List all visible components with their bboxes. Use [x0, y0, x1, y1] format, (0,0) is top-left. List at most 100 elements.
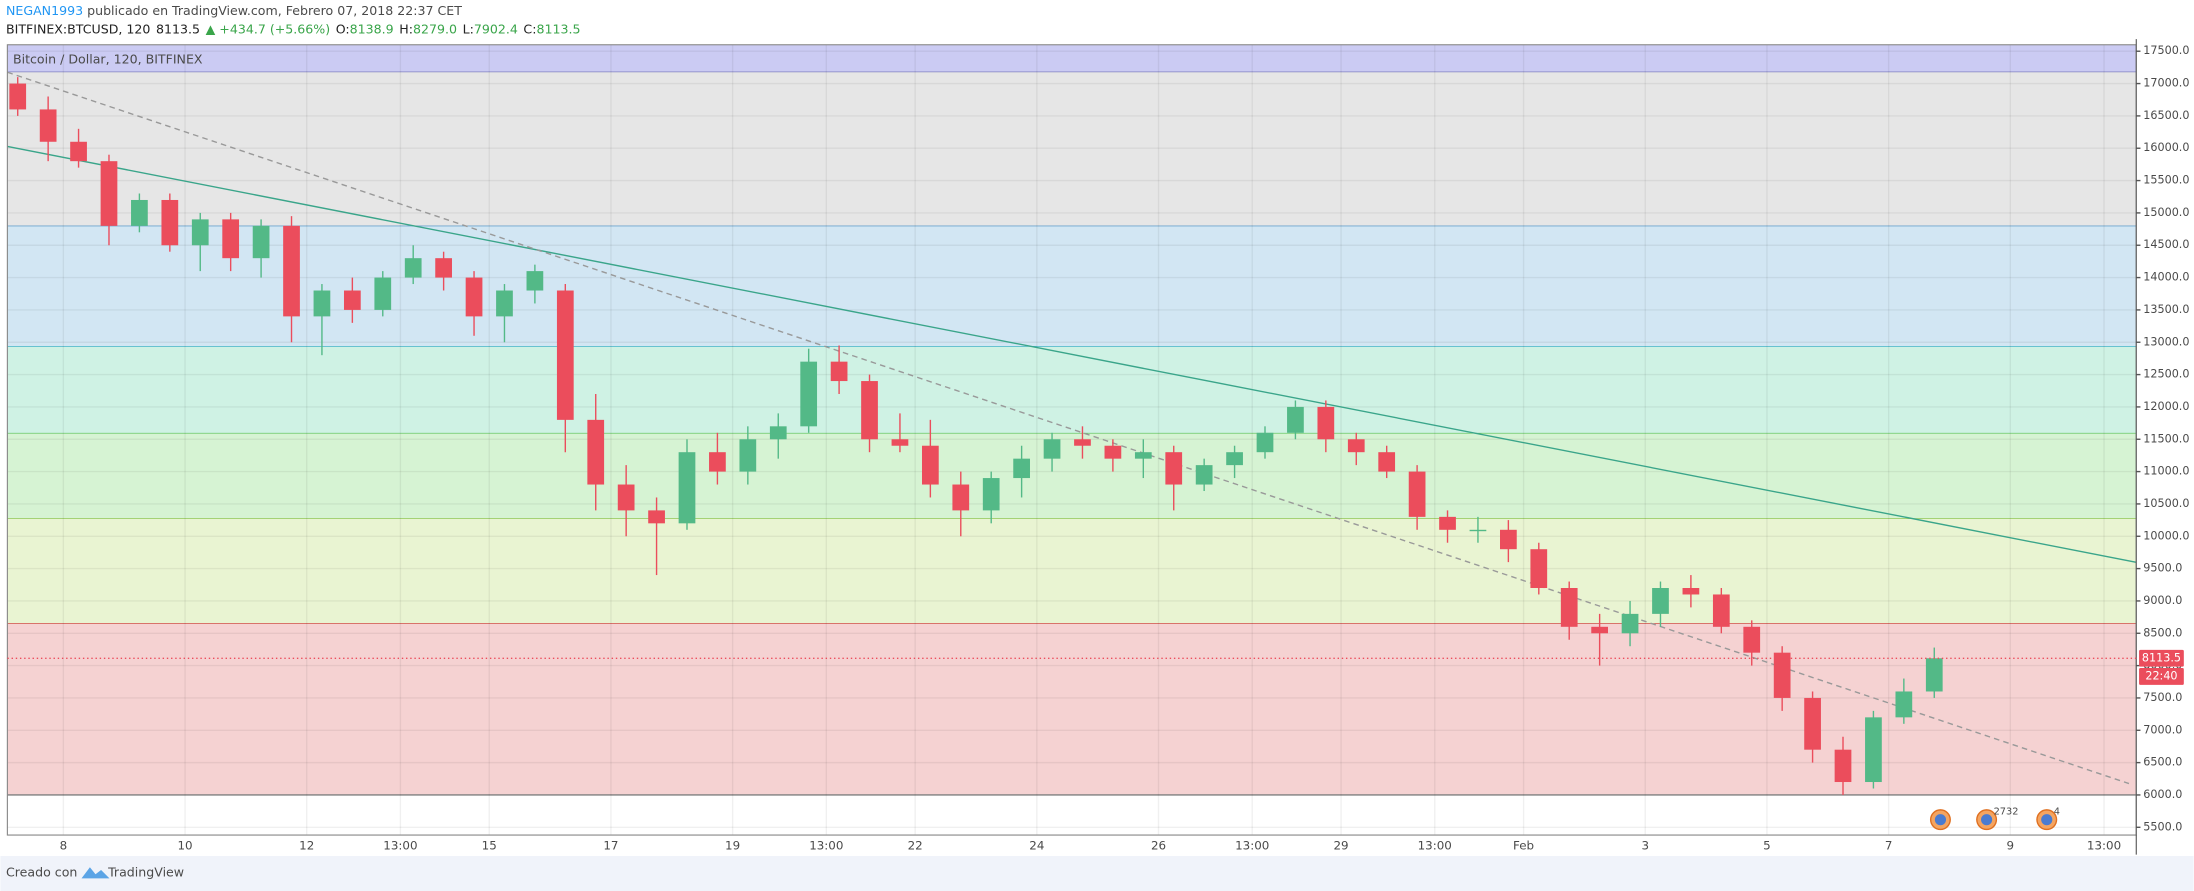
- candle-body: [830, 361, 848, 382]
- x-tick-label: 24: [1029, 839, 1044, 853]
- candle-body: [39, 109, 57, 142]
- candle-body: [9, 83, 27, 110]
- plot: Bitcoin / Dollar, 120, BITFINEX 17500.0 17…: [6, 39, 2194, 855]
- x-tick-label: 13:00: [1235, 839, 1269, 853]
- y-tick-label: 14000.0: [2143, 271, 2189, 284]
- x-tick-label: 9: [2007, 839, 2015, 853]
- candle-body: [1773, 652, 1791, 698]
- event-icon-inner: [2041, 814, 2053, 826]
- candle-body: [891, 439, 909, 446]
- y-tick-label: 16500.0: [2143, 109, 2189, 122]
- x-tick-label: 17: [603, 839, 618, 853]
- candle-body: [70, 141, 87, 162]
- candle-body: [861, 381, 878, 440]
- candle-body: [1104, 445, 1122, 459]
- y-tick-label: 6000.0: [2143, 788, 2182, 801]
- last-price-box: [2139, 649, 2184, 667]
- candle-body: [1530, 549, 1548, 589]
- zone: [7, 44, 2137, 73]
- header-line-1: NEGAN1993 publicado en TradingView.com, …: [6, 3, 462, 18]
- candle-body: [1347, 439, 1365, 453]
- candle-body: [283, 225, 300, 317]
- zone: [7, 226, 2137, 347]
- candle-body: [252, 225, 270, 259]
- x-tick-label: 7: [1885, 839, 1893, 853]
- candle-body: [222, 219, 240, 259]
- candle-body: [1500, 529, 1517, 550]
- candle-body: [1895, 691, 1913, 718]
- y-tick-label: 7000.0: [2143, 723, 2182, 736]
- symbol: BITFINEX:BTCUSD, 120: [6, 21, 150, 36]
- candle-body: [617, 484, 635, 511]
- candle-body: [343, 290, 361, 310]
- candle-body: [1743, 626, 1761, 653]
- y-tick-label: 12000.0: [2143, 400, 2189, 413]
- x-tick-label: 8: [60, 839, 68, 853]
- candle-body: [1652, 588, 1669, 614]
- x-tick-label: 13:00: [2087, 839, 2121, 853]
- candle-body: [1804, 697, 1821, 750]
- x-tick-label: 29: [1333, 839, 1348, 853]
- x-tick-label: 10: [177, 839, 192, 853]
- candle-body: [1165, 452, 1183, 485]
- y-tick-label: 14500.0: [2143, 238, 2189, 251]
- event-label: 2732: [1994, 806, 2019, 817]
- candle-body: [648, 510, 665, 524]
- candle-body: [1287, 406, 1304, 433]
- y-tick-label: 17000.0: [2143, 77, 2189, 90]
- candle-body: [313, 290, 331, 317]
- candle-body: [739, 439, 757, 472]
- candle-body: [556, 290, 574, 420]
- candle-body: [1560, 588, 1578, 627]
- chart-title: Bitcoin / Dollar, 120, BITFINEX: [13, 52, 203, 67]
- y-tick-label: 11000.0: [2143, 465, 2189, 478]
- candle-body: [1865, 717, 1882, 783]
- event-icon-inner: [1981, 814, 1993, 826]
- candle-body: [952, 484, 970, 511]
- zone: [7, 518, 2137, 624]
- candle-body: [1195, 465, 1213, 485]
- candle-body: [1925, 658, 1943, 692]
- candle-body: [587, 419, 605, 485]
- candle-body: [161, 199, 179, 246]
- candle-body: [435, 258, 452, 278]
- y-tick-label: 17500.0: [2143, 44, 2189, 57]
- event-icon-inner: [1934, 814, 1947, 826]
- user[interactable]: NEGAN1993: [6, 3, 83, 18]
- candle-body: [800, 361, 818, 427]
- candle-body: [1074, 439, 1091, 446]
- x-tick-label: 13:00: [1418, 839, 1452, 853]
- countdown-label: 22:40: [2145, 669, 2177, 682]
- x-tick-label: 15: [482, 839, 497, 853]
- y-tick-label: 9500.0: [2143, 562, 2182, 575]
- ohlc-label: L:: [463, 21, 474, 36]
- candle-body: [709, 452, 726, 472]
- candle-body: [1256, 432, 1274, 453]
- header-line-2: BITFINEX:BTCUSD, 120 8113.5 ▲ +434.7 (+5.6…: [6, 21, 581, 36]
- y-tick-label: 16000.0: [2143, 141, 2189, 154]
- trendline: [7, 145, 2137, 564]
- ohlc-label: H:: [399, 21, 413, 36]
- y-tick-label: 15000.0: [2143, 206, 2189, 219]
- price-axis: [2136, 39, 2194, 836]
- candle-body: [982, 478, 1000, 511]
- change: ▲ +434.7 (+5.66%): [206, 21, 331, 36]
- y-tick-label: 11500.0: [2143, 432, 2189, 445]
- footer-brand[interactable]: TradingView: [107, 864, 184, 879]
- footer-bar: [0, 856, 2194, 891]
- x-tick-label: 13:00: [383, 839, 417, 853]
- y-tick-label: 7500.0: [2143, 691, 2182, 704]
- candle-body: [1226, 452, 1243, 466]
- y-tick-label: 5500.0: [2143, 820, 2182, 833]
- x-tick-label: 19: [725, 839, 740, 853]
- x-tick-label: 5: [1763, 839, 1771, 853]
- y-tick-label: 6500.0: [2143, 756, 2182, 769]
- candle-body: [1134, 452, 1152, 459]
- y-tick-label: 10500.0: [2143, 497, 2189, 510]
- y-tick-label: 10000.0: [2143, 529, 2189, 542]
- y-tick-label: 13500.0: [2143, 303, 2189, 316]
- x-tick-label: 26: [1151, 839, 1166, 853]
- ohlc-value: 7902.4: [474, 21, 518, 36]
- candle-body: [921, 445, 939, 485]
- logo: [81, 867, 110, 879]
